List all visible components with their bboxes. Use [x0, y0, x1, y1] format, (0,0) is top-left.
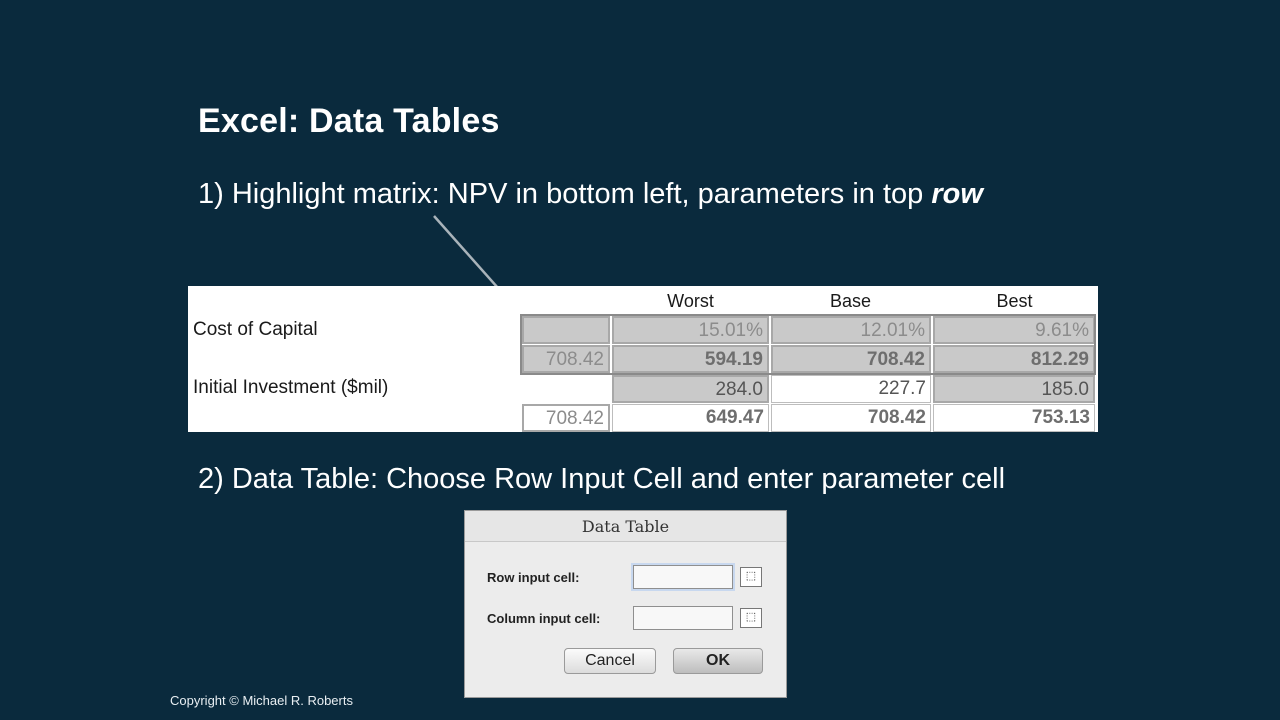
row-label-initial-investment: Initial Investment ($mil) — [193, 377, 389, 398]
dialog-title: Data Table — [465, 511, 786, 542]
table-cell[interactable]: 284.0 — [612, 375, 769, 403]
table-cell-empty[interactable] — [522, 316, 610, 344]
data-table-dialog: Data Table Row input cell: ⬚ Column inpu… — [464, 510, 787, 698]
step-two-text: 2) Data Table: Choose Row Input Cell and… — [198, 463, 1006, 495]
row-label-cost-of-capital: Cost of Capital — [193, 319, 318, 340]
npv-cell[interactable]: 708.42 — [522, 404, 610, 432]
range-picker-icon[interactable]: ⬚ — [740, 567, 762, 587]
table-cell[interactable]: 708.42 — [771, 345, 931, 373]
npv-cell[interactable]: 708.42 — [522, 345, 610, 373]
table-cell[interactable]: 812.29 — [933, 345, 1095, 373]
table-cell[interactable]: 594.19 — [612, 345, 769, 373]
column-header-best: Best — [996, 291, 1033, 311]
table-cell[interactable]: 708.42 — [771, 404, 931, 432]
column-header-worst: Worst — [667, 291, 714, 311]
column-input-field[interactable] — [633, 606, 733, 630]
step-one-emphasis: row — [931, 178, 983, 210]
table-cell[interactable]: 227.7 — [771, 375, 931, 403]
column-input-label: Column input cell: — [487, 611, 601, 626]
step-one-prefix: 1) Highlight matrix: NPV in bottom left,… — [198, 178, 932, 210]
table-cell[interactable]: 15.01% — [612, 316, 769, 344]
ok-button[interactable]: OK — [673, 648, 763, 674]
step-one-text: 1) Highlight matrix: NPV in bottom left,… — [198, 178, 983, 211]
cancel-button[interactable]: Cancel — [564, 648, 656, 674]
table-cell[interactable]: 185.0 — [933, 375, 1095, 403]
row-input-label: Row input cell: — [487, 570, 580, 585]
copyright-text: Copyright © Michael R. Roberts — [170, 693, 353, 708]
table-cell[interactable]: 9.61% — [933, 316, 1095, 344]
slide-title: Excel: Data Tables — [198, 102, 500, 140]
table-cell[interactable]: 12.01% — [771, 316, 931, 344]
row-input-field[interactable] — [633, 565, 733, 589]
column-header-base: Base — [829, 291, 872, 311]
table-cell[interactable]: 649.47 — [612, 404, 769, 432]
range-picker-icon[interactable]: ⬚ — [740, 608, 762, 628]
table-cell[interactable]: 753.13 — [933, 404, 1095, 432]
